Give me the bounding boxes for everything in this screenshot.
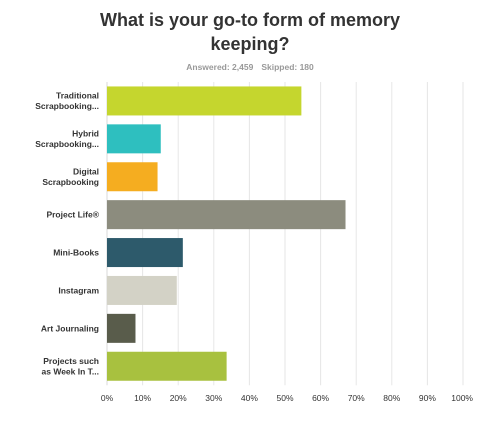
x-tick-label: 10%	[134, 393, 151, 403]
bar[interactable]	[107, 275, 177, 305]
bar[interactable]	[107, 200, 346, 230]
category-label: Art Journaling	[41, 323, 99, 333]
bar[interactable]	[107, 351, 227, 381]
x-tick-label: 40%	[241, 393, 258, 403]
x-tick-label: 60%	[312, 393, 329, 403]
chart-title: What is your go-to form of memory keepin…	[99, 10, 400, 54]
x-tick-label: 50%	[276, 393, 293, 403]
answered-count: Answered: 2,459	[186, 62, 254, 72]
category-label: Digital Scrapbooking	[42, 167, 99, 188]
bar[interactable]	[107, 86, 302, 116]
x-tick-label: 90%	[419, 393, 436, 403]
grid-lines	[106, 82, 464, 386]
bar[interactable]	[107, 238, 183, 268]
category-label: Mini-Books	[53, 248, 99, 258]
skipped-count: Skipped: 180	[261, 62, 314, 72]
bars	[107, 86, 346, 381]
x-axis-ticks: 0% 10% 20% 30% 40% 50% 60% 70% 80% 90% 100%	[101, 393, 474, 403]
category-label: Traditional Scrapbooking...	[35, 91, 99, 112]
category-label: Hybrid Scrapbooking...	[35, 129, 99, 150]
category-label: Project Life®	[46, 210, 99, 220]
bar[interactable]	[107, 162, 158, 192]
category-labels: Traditional Scrapbooking... Hybrid Scrapboo…	[35, 91, 99, 377]
category-label: Projects such as Week In T...	[42, 356, 99, 377]
bar[interactable]	[107, 124, 161, 154]
x-tick-label: 20%	[170, 393, 187, 403]
x-tick-label: 0%	[101, 393, 114, 403]
x-tick-label: 30%	[205, 393, 222, 403]
response-summary: Answered: 2,459 Skipped: 180	[0, 62, 500, 72]
bar[interactable]	[107, 313, 136, 343]
x-tick-label: 70%	[348, 393, 365, 403]
x-tick-label: 100%	[451, 393, 473, 403]
category-label: Instagram	[58, 285, 99, 295]
x-tick-label: 80%	[383, 393, 400, 403]
